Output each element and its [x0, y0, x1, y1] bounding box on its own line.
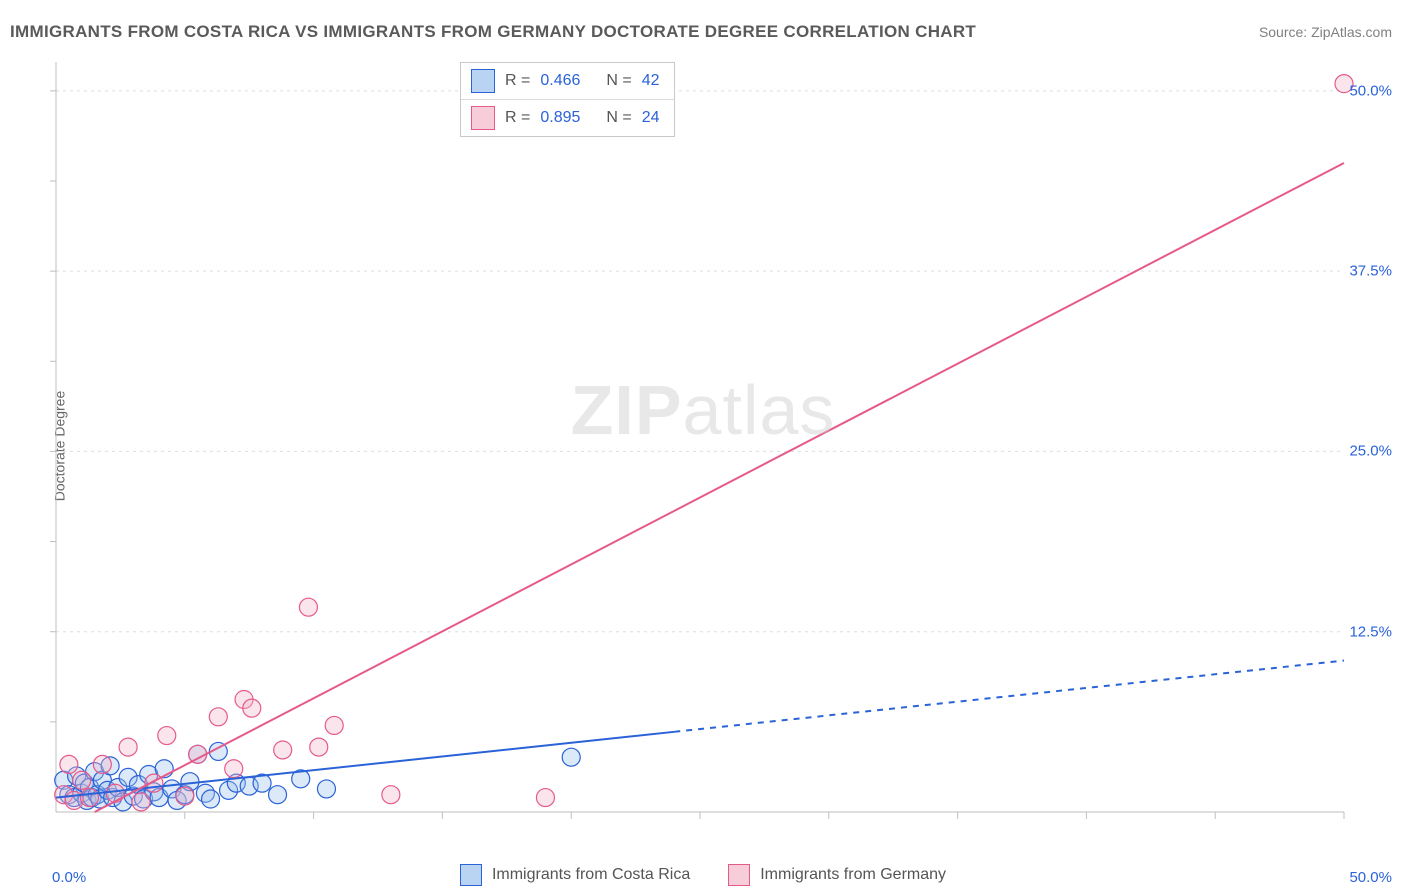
n-label: N = — [606, 109, 631, 127]
swatch-costa-rica — [471, 69, 495, 93]
r-label: R = — [505, 72, 530, 90]
source-value: ZipAtlas.com — [1311, 24, 1392, 40]
chart-title: IMMIGRANTS FROM COSTA RICA VS IMMIGRANTS… — [10, 22, 976, 42]
source-label: Source: — [1259, 24, 1307, 40]
scatter-plot — [50, 56, 1390, 846]
swatch-germany — [471, 106, 495, 130]
legend-row-costa-rica: R = 0.466 N = 42 — [461, 63, 674, 100]
n-label: N = — [606, 72, 631, 90]
n-value: 42 — [642, 72, 660, 90]
y-tick-label: 50.0% — [1349, 82, 1392, 99]
source-attribution: Source: ZipAtlas.com — [1259, 24, 1392, 40]
legend-label: Immigrants from Germany — [760, 866, 946, 884]
y-tick-label: 25.0% — [1349, 443, 1392, 460]
y-tick-label: 12.5% — [1349, 623, 1392, 640]
x-axis-origin-label: 0.0% — [52, 869, 86, 886]
correlation-legend: R = 0.466 N = 42 R = 0.895 N = 24 — [460, 62, 675, 137]
r-label: R = — [505, 109, 530, 127]
y-tick-label: 37.5% — [1349, 263, 1392, 280]
legend-label: Immigrants from Costa Rica — [492, 866, 690, 884]
r-value: 0.895 — [540, 109, 580, 127]
r-value: 0.466 — [540, 72, 580, 90]
legend-row-germany: R = 0.895 N = 24 — [461, 100, 674, 136]
n-value: 24 — [642, 109, 660, 127]
legend-item-costa-rica: Immigrants from Costa Rica — [460, 864, 690, 886]
series-legend: Immigrants from Costa Rica Immigrants fr… — [0, 864, 1406, 886]
x-axis-end-label: 50.0% — [1349, 869, 1392, 886]
swatch-germany — [728, 864, 750, 886]
legend-item-germany: Immigrants from Germany — [728, 864, 946, 886]
swatch-costa-rica — [460, 864, 482, 886]
